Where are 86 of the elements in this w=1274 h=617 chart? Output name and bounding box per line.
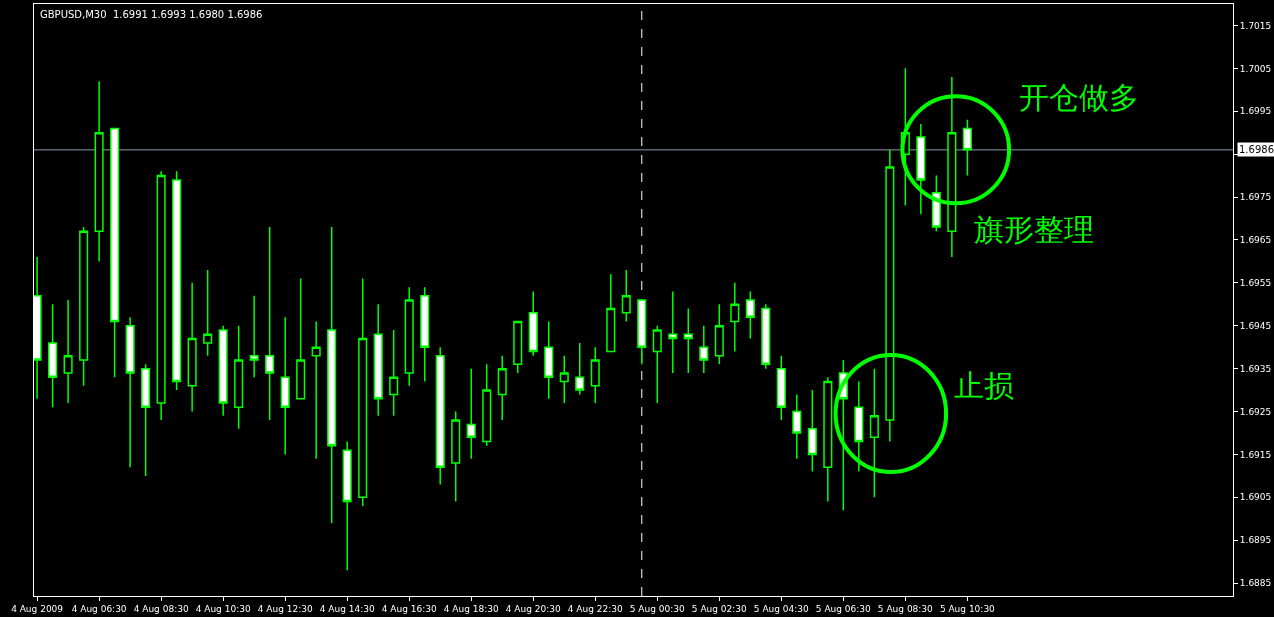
candlestick — [575, 342, 585, 396]
candlestick — [218, 324, 228, 417]
x-tick-label: 4 Aug 18:30 — [443, 603, 499, 614]
candlestick — [327, 226, 337, 524]
candlestick — [79, 226, 89, 387]
x-tick-label: 5 Aug 04:30 — [753, 603, 810, 614]
annotation: 开仓做多 — [1019, 80, 1139, 115]
candlestick — [110, 127, 120, 378]
candlestick — [683, 307, 693, 374]
y-tick-label: 1.6905 — [1239, 492, 1272, 503]
candlestick — [637, 299, 647, 366]
y-tick-label: 1.6935 — [1239, 363, 1272, 374]
candlestick — [249, 294, 259, 378]
candlestick — [668, 290, 678, 374]
candlestick — [590, 346, 600, 404]
y-tick-label: 1.6915 — [1239, 449, 1272, 460]
y-tick-label: 1.6895 — [1239, 535, 1272, 546]
x-tick-label: 5 Aug 06:30 — [815, 603, 872, 614]
x-tick-label: 4 Aug 20:30 — [505, 603, 561, 614]
candlestick — [94, 80, 104, 263]
x-tick-label: 4 Aug 14:30 — [319, 603, 375, 614]
candlestick — [761, 303, 771, 370]
candlestick — [265, 226, 275, 421]
candlestick — [404, 286, 414, 387]
annotation: 旗形整理 — [974, 212, 1094, 247]
candlestick — [714, 303, 724, 366]
x-tick-label: 5 Aug 02:30 — [691, 603, 748, 614]
y-tick-label: 1.6995 — [1239, 106, 1272, 117]
text: GBPUSD,M30 1.6991 1.6993 1.6980 1.6986 — [40, 9, 263, 20]
candlestick — [559, 355, 569, 404]
candlestick — [699, 324, 709, 374]
candlestick — [497, 355, 507, 421]
candlestick — [156, 170, 166, 421]
x-tick-label: 4 Aug 16:30 — [381, 603, 437, 614]
candlestick — [962, 119, 972, 177]
candlestick — [730, 282, 740, 353]
candlestick — [792, 393, 802, 460]
y-tick-label: 1.7015 — [1239, 20, 1272, 31]
x-tick-label: 4 Aug 10:30 — [195, 603, 251, 614]
candlestick — [807, 389, 817, 473]
candlestick — [280, 316, 290, 456]
candlestick — [745, 290, 755, 340]
x-tick-label: 4 Aug 2009 — [11, 603, 64, 614]
candlestick — [358, 277, 368, 507]
candlestick — [311, 320, 321, 460]
candlestick — [621, 269, 631, 323]
candlestick — [48, 303, 58, 408]
candlestick — [187, 282, 197, 413]
candlestick — [606, 273, 616, 353]
candlestick — [172, 170, 182, 391]
x-tick-label: 5 Aug 00:30 — [629, 603, 686, 614]
x-tick-label: 4 Aug 22:30 — [567, 603, 624, 614]
y-tick-label: 1.6885 — [1239, 578, 1272, 589]
candlestick — [823, 376, 833, 503]
y-tick-label: 1.6965 — [1239, 235, 1272, 246]
y-tick-label: 1.6945 — [1239, 320, 1272, 331]
candlestick — [652, 324, 662, 404]
candlestick — [420, 286, 430, 383]
candlestick — [544, 320, 554, 400]
candlestick — [513, 320, 523, 374]
candlestick — [63, 299, 73, 404]
x-tick-label: 5 Aug 08:30 — [877, 603, 934, 614]
candlestick — [203, 269, 213, 357]
x-tick-label: 4 Aug 06:30 — [71, 603, 127, 614]
annotation: 止损 — [954, 368, 1014, 403]
candlestick — [482, 363, 492, 447]
ref-line-label: 1.6986 — [1239, 144, 1274, 155]
candlestick — [466, 367, 476, 460]
candlestick — [234, 324, 244, 430]
y-tick-label: 1.6975 — [1239, 192, 1272, 203]
candlestick — [435, 346, 445, 486]
y-tick-label: 1.6955 — [1239, 277, 1272, 288]
candlestick — [125, 316, 135, 469]
x-tick-label: 4 Aug 08:30 — [133, 603, 189, 614]
candlestick — [342, 440, 352, 572]
y-tick-label: 1.7005 — [1239, 63, 1272, 74]
x-tick-label: 5 Aug 10:30 — [939, 603, 996, 614]
candlestick — [296, 277, 306, 400]
x-tick-label: 4 Aug 12:30 — [257, 603, 313, 614]
candlestick — [451, 410, 461, 503]
candlestick — [373, 303, 383, 417]
candlestick — [528, 290, 538, 357]
candlestick — [776, 355, 786, 421]
candlestick — [141, 363, 151, 477]
y-tick-label: 1.6925 — [1239, 406, 1272, 417]
candlestick — [389, 329, 399, 417]
